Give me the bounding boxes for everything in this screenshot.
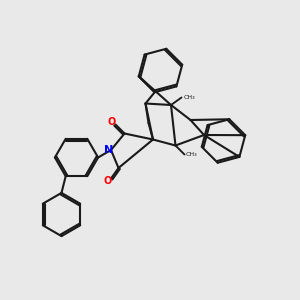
Text: O: O	[108, 117, 116, 127]
Text: N: N	[104, 145, 113, 155]
Text: CH₃: CH₃	[186, 152, 198, 157]
Text: O: O	[103, 176, 112, 186]
Text: CH₃: CH₃	[184, 95, 195, 100]
